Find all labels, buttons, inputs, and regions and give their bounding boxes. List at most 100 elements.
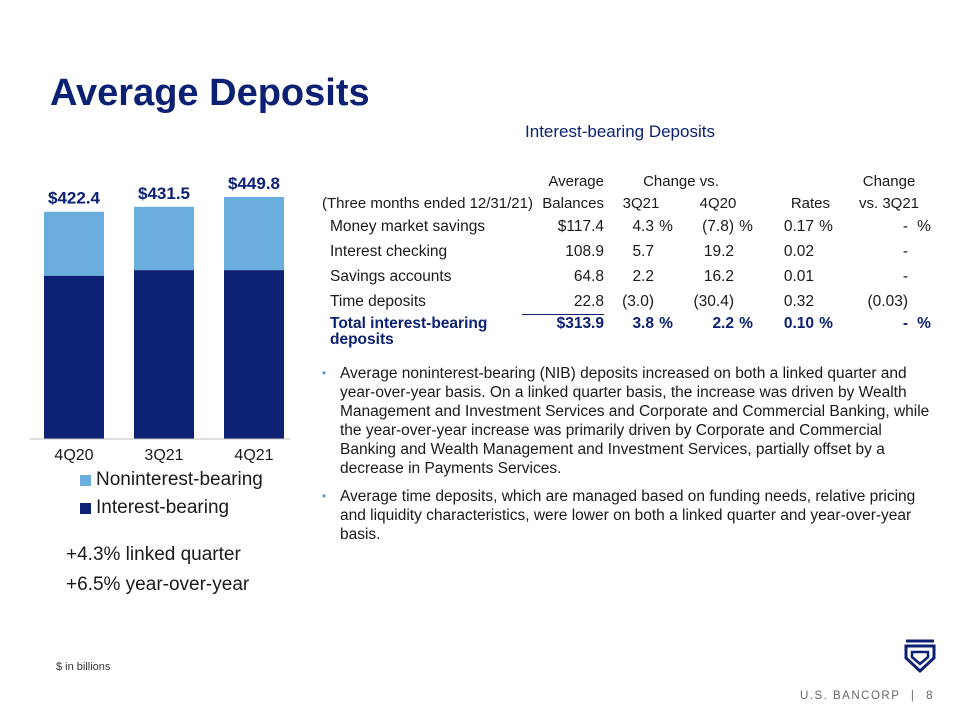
total-label-line2: deposits (330, 330, 394, 348)
legend-swatch-noninterest (80, 474, 91, 486)
row-chg-3q21: 4.3 (632, 217, 654, 235)
row-chg-4q20: 19.2 (703, 242, 734, 260)
growth-year-over-year: +6.5% year-over-year (66, 574, 250, 595)
total-pct: % (819, 314, 833, 332)
table-total-row: Total interest-bearing deposits $313.9 3… (322, 314, 940, 349)
row-chg-3q21: (3.0) (622, 292, 654, 310)
header-vs-3q21: vs. 3Q21 (859, 194, 920, 212)
bar-total-label: $422.4 (48, 189, 101, 208)
bullet-item: • Average time deposits, which are manag… (322, 487, 940, 544)
row-rate: 0.32 (783, 292, 815, 310)
brand-footer: U.S. BANCORP | 8 (800, 690, 934, 702)
row-balance: 108.9 (565, 242, 604, 260)
row-pct (654, 289, 678, 315)
row-balance: 22.8 (573, 292, 604, 310)
row-pct (908, 264, 940, 289)
row-chg-4q20: (7.8) (702, 217, 734, 235)
table-title: Interest-bearing Deposits (525, 122, 715, 141)
total-rate-chg: - (902, 314, 909, 332)
bar-total-label: $449.8 (228, 174, 280, 193)
row-label: Savings accounts (330, 267, 452, 285)
total-label-line1: Total interest-bearing (330, 314, 488, 332)
bar-noninterest-bearing-3Q21 (134, 206, 194, 271)
chart-legend: Noninterest-bearing Interest-bearing (80, 466, 263, 522)
row-rate-chg: - (902, 242, 909, 260)
legend-swatch-interest (80, 502, 91, 514)
row-pct (814, 239, 838, 264)
total-rate: 0.10 (783, 314, 815, 332)
header-period: (Three months ended 12/31/21) (322, 194, 533, 212)
row-pct (908, 239, 940, 264)
page-title: Average Deposits (50, 72, 370, 114)
bar-noninterest-bearing-4Q21 (224, 197, 284, 271)
bullet-text: Average noninterest-bearing (NIB) deposi… (340, 365, 930, 477)
header-average: Average (548, 172, 604, 190)
bullet-icon: • (322, 489, 327, 503)
row-rate: 0.02 (783, 242, 815, 260)
bar-interest-bearing-4Q21 (224, 270, 284, 439)
row-pct: % (819, 217, 833, 235)
brand-separator: | (910, 690, 916, 702)
table-row: Interest checking 108.9 5.7 19.2 0.02 - (322, 239, 940, 264)
row-rate-chg: - (902, 267, 909, 285)
header-rates: Rates (790, 194, 831, 212)
row-pct: % (917, 217, 931, 235)
x-tick-label: 4Q20 (54, 447, 93, 464)
bar-interest-bearing-4Q20 (44, 275, 104, 439)
header-4q20: 4Q20 (699, 194, 737, 212)
row-rate-chg: - (902, 217, 909, 235)
row-pct: % (659, 217, 673, 235)
table-row: Time deposits 22.8 (3.0) (30.4) 0.32 (0.… (322, 289, 940, 315)
row-pct (734, 289, 758, 315)
bar-noninterest-bearing-4Q20 (44, 211, 104, 276)
total-pct: % (739, 314, 753, 332)
header-change-vs: Change vs. (643, 172, 719, 190)
row-label: Interest checking (330, 242, 448, 260)
row-rate: 0.17 (783, 217, 815, 235)
total-balance: $313.9 (522, 314, 604, 349)
header-change: Change (862, 172, 916, 190)
row-pct (734, 264, 758, 289)
growth-linked-quarter: +4.3% linked quarter (66, 544, 241, 565)
row-pct (654, 264, 678, 289)
brand-name: U.S. BANCORP (799, 690, 901, 702)
growth-summary: +4.3% linked quarter +6.5% year-over-yea… (66, 540, 249, 600)
row-balance: 64.8 (573, 267, 604, 285)
row-rate-chg: (0.03) (867, 292, 909, 310)
row-pct (654, 239, 678, 264)
usbancorp-shield-icon (904, 639, 936, 674)
table-row: Savings accounts 64.8 2.2 16.2 0.01 - (322, 264, 940, 289)
legend-label-interest: Interest-bearing (96, 497, 230, 518)
bullet-icon: • (322, 366, 327, 380)
total-chg-4q20: 2.2 (712, 314, 734, 332)
row-pct: % (739, 217, 753, 235)
row-balance: $117.4 (557, 217, 604, 235)
bar-interest-bearing-3Q21 (134, 270, 194, 439)
legend-label-noninterest: Noninterest-bearing (96, 469, 263, 490)
row-pct (814, 289, 838, 315)
commentary-bullets: • Average noninterest-bearing (NIB) depo… (322, 364, 940, 553)
row-pct (734, 239, 758, 264)
row-label: Time deposits (330, 292, 426, 310)
row-chg-4q20: 16.2 (703, 267, 734, 285)
deposits-stacked-bar-chart: $422.4 4Q20 $431.5 3Q21 $449.8 4Q21 (30, 174, 290, 464)
total-chg-3q21: 3.8 (632, 314, 654, 332)
header-balances: Balances (542, 194, 604, 212)
row-chg-3q21: 2.2 (632, 267, 654, 285)
table-header-row-top: Average Change vs. Change (322, 170, 940, 192)
legend-item-interest: Interest-bearing (80, 494, 263, 522)
row-chg-3q21: 5.7 (632, 242, 654, 260)
total-pct: % (659, 314, 673, 332)
page-number: 8 (926, 690, 934, 702)
table-row: Money market savings $117.4 4.3 % (7.8) … (322, 214, 940, 239)
row-chg-4q20: (30.4) (693, 292, 735, 310)
row-pct (814, 264, 838, 289)
interest-bearing-deposits-table: Average Change vs. Change (Three months … (322, 170, 940, 349)
total-pct: % (917, 314, 931, 332)
table-header-row-bottom: (Three months ended 12/31/21) Balances 3… (322, 192, 940, 214)
total-label: Total interest-bearing deposits (322, 315, 522, 349)
x-tick-label: 3Q21 (144, 447, 183, 464)
footnote: $ in billions (56, 661, 111, 673)
header-3q21: 3Q21 (622, 194, 660, 212)
x-tick-label: 4Q21 (234, 447, 273, 464)
